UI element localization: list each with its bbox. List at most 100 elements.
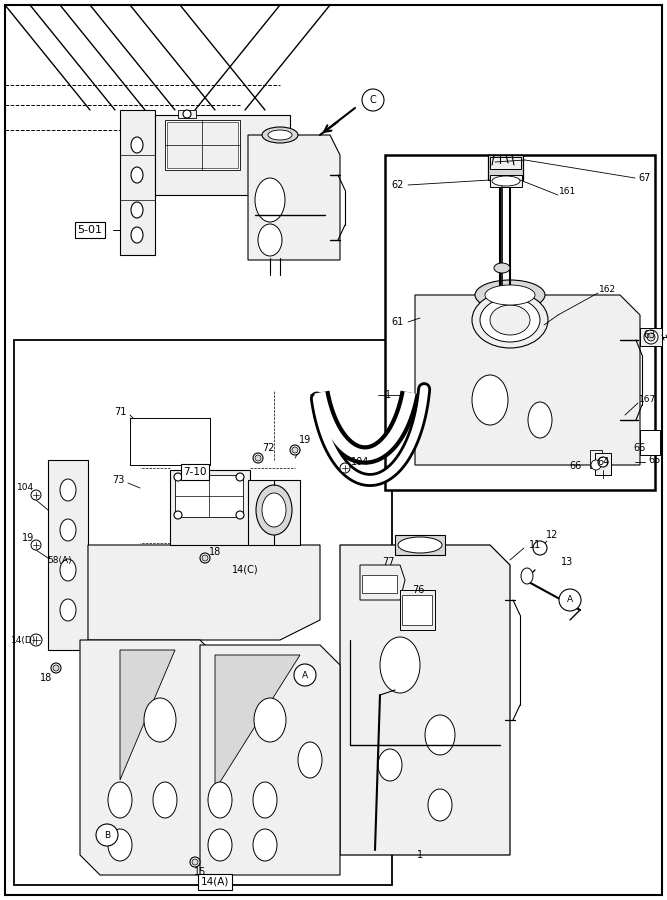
Bar [395, 535, 445, 555]
Ellipse shape [60, 599, 76, 621]
Ellipse shape [494, 263, 510, 273]
Ellipse shape [490, 305, 530, 335]
Bar [385, 155, 655, 490]
Circle shape [598, 457, 608, 467]
Circle shape [253, 453, 263, 463]
Text: 11: 11 [529, 540, 541, 550]
Circle shape [362, 89, 384, 111]
Circle shape [644, 330, 658, 344]
Text: 13: 13 [561, 557, 573, 567]
Text: 1: 1 [385, 390, 391, 400]
Circle shape [53, 665, 59, 671]
Text: 72: 72 [261, 443, 274, 453]
Text: 18: 18 [209, 547, 221, 557]
Circle shape [200, 553, 210, 563]
Ellipse shape [253, 829, 277, 861]
Text: 12: 12 [546, 530, 558, 540]
Ellipse shape [131, 202, 143, 218]
Ellipse shape [255, 178, 285, 222]
Bar [14, 340, 392, 885]
Text: 18: 18 [40, 673, 52, 683]
Text: 67: 67 [639, 173, 651, 183]
Ellipse shape [378, 749, 402, 781]
Ellipse shape [425, 715, 455, 755]
Text: A: A [302, 670, 308, 680]
Polygon shape [640, 430, 660, 455]
Ellipse shape [131, 227, 143, 243]
Text: 19: 19 [299, 435, 311, 445]
Circle shape [190, 857, 200, 867]
Text: A: A [567, 596, 573, 605]
Text: 58(A): 58(A) [47, 555, 72, 564]
Polygon shape [248, 135, 340, 260]
Ellipse shape [475, 280, 545, 310]
Ellipse shape [428, 789, 452, 821]
Ellipse shape [60, 479, 76, 501]
Ellipse shape [485, 285, 535, 305]
Polygon shape [170, 470, 250, 545]
Polygon shape [415, 295, 640, 465]
Text: 15: 15 [194, 867, 206, 877]
Circle shape [183, 110, 191, 118]
Polygon shape [88, 545, 320, 640]
Polygon shape [215, 655, 300, 790]
Polygon shape [248, 480, 300, 545]
Ellipse shape [492, 176, 520, 186]
Text: 14(C): 14(C) [231, 565, 258, 575]
Ellipse shape [528, 402, 552, 438]
Bar [402, 595, 432, 625]
Ellipse shape [258, 224, 282, 256]
Text: 161: 161 [560, 187, 577, 196]
Polygon shape [155, 115, 290, 195]
Text: 76: 76 [412, 585, 424, 595]
Polygon shape [200, 645, 340, 875]
Ellipse shape [208, 829, 232, 861]
Ellipse shape [131, 167, 143, 183]
Ellipse shape [253, 782, 277, 818]
Ellipse shape [131, 137, 143, 153]
Ellipse shape [144, 698, 176, 742]
Text: 162: 162 [600, 285, 616, 294]
Ellipse shape [472, 292, 548, 348]
Text: 5-01: 5-01 [77, 225, 103, 235]
Text: 73: 73 [112, 475, 124, 485]
Bar [167, 122, 238, 168]
Text: 14(D): 14(D) [11, 635, 37, 644]
Ellipse shape [60, 519, 76, 541]
Circle shape [292, 447, 298, 453]
Polygon shape [80, 640, 230, 875]
Ellipse shape [262, 493, 286, 527]
Ellipse shape [380, 637, 420, 693]
Circle shape [533, 541, 547, 555]
Text: 66: 66 [569, 461, 581, 471]
Ellipse shape [254, 698, 286, 742]
Circle shape [236, 511, 244, 519]
Bar [178, 110, 196, 118]
Ellipse shape [298, 742, 322, 778]
Bar [362, 575, 397, 593]
Circle shape [647, 333, 655, 341]
Text: 77: 77 [382, 557, 394, 567]
Circle shape [30, 634, 42, 646]
Text: 104: 104 [351, 457, 370, 467]
Circle shape [174, 473, 182, 481]
Bar [490, 157, 521, 169]
Bar [165, 120, 240, 170]
Text: 71: 71 [114, 407, 126, 417]
Ellipse shape [153, 782, 177, 818]
Bar [590, 450, 602, 468]
Bar [488, 155, 523, 180]
Circle shape [174, 511, 182, 519]
Circle shape [294, 664, 316, 686]
Polygon shape [120, 650, 175, 780]
Text: 167: 167 [640, 395, 656, 404]
Ellipse shape [472, 375, 508, 425]
Text: 62: 62 [392, 180, 404, 190]
Text: 1: 1 [417, 850, 423, 860]
Circle shape [192, 859, 198, 865]
Text: 14(A): 14(A) [201, 877, 229, 887]
Circle shape [559, 589, 581, 611]
Text: 19: 19 [22, 533, 34, 543]
Circle shape [31, 490, 41, 500]
Circle shape [340, 463, 350, 473]
